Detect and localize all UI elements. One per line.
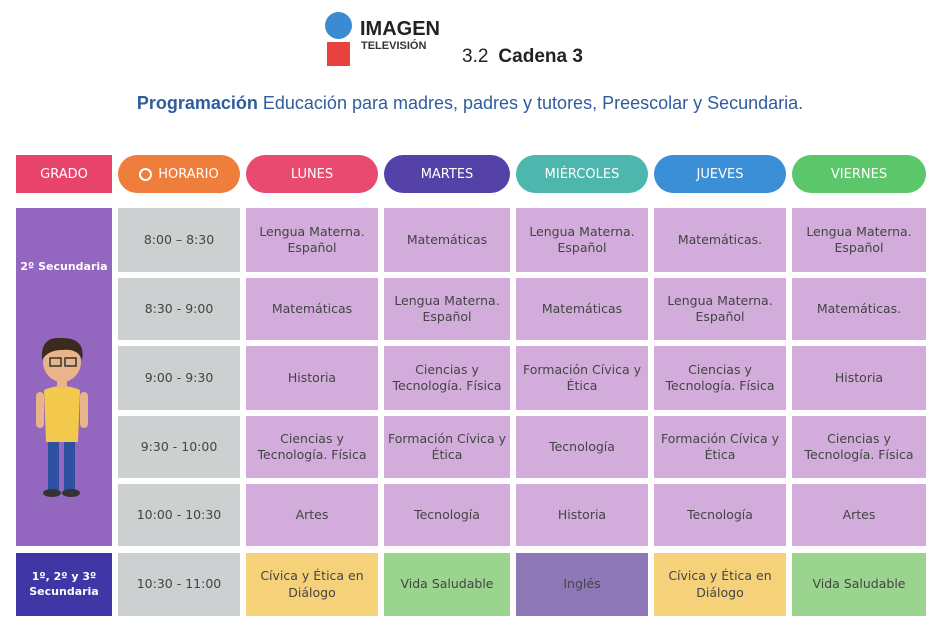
- subject-cell: Matemáticas.: [654, 208, 786, 272]
- subject-cell: Lengua Materna. Español: [792, 208, 926, 272]
- subject-cell: Ciencias y Tecnología. Física: [654, 346, 786, 410]
- subject-cell: Matemáticas.: [792, 278, 926, 340]
- subject-cell: Ciencias y Tecnología. Física: [246, 416, 378, 478]
- subject-cell: Formación Cívica y Ética: [654, 416, 786, 478]
- logo-square: [327, 42, 350, 66]
- header-label: MIÉRCOLES: [544, 166, 620, 182]
- subject-cell: Inglés: [516, 553, 648, 616]
- header-martes: MARTES: [384, 155, 510, 193]
- subject-cell: Artes: [246, 484, 378, 546]
- subject-cell: Formación Cívica y Ética: [516, 346, 648, 410]
- subject-cell: Artes: [792, 484, 926, 546]
- subject-cell: Lengua Materna. Español: [516, 208, 648, 272]
- subject-cell: Lengua Materna. Español: [384, 278, 510, 340]
- channel-name: Cadena 3: [498, 46, 583, 67]
- subtitle-bold: Programación: [136, 93, 258, 113]
- subtitle: Programación Educación para madres, padr…: [0, 93, 940, 114]
- subject-cell: Vida Saludable: [384, 553, 510, 616]
- clock-icon: [139, 167, 153, 181]
- header-label: VIERNES: [830, 166, 888, 182]
- grade-1-2-3-secundaria: 1º, 2º y 3º Secundaria: [16, 553, 112, 616]
- header-label: JUEVES: [696, 166, 744, 182]
- time-cell: 9:30 - 10:00: [118, 416, 240, 478]
- channel-number: 3.2: [462, 46, 489, 67]
- logo-sub: TELEVISIÓN: [361, 40, 427, 52]
- subject-cell: Cívica y Ética en Diálogo: [654, 553, 786, 616]
- logo-brand: IMAGEN: [360, 18, 440, 40]
- time-cell: 8:30 - 9:00: [118, 278, 240, 340]
- subject-cell: Ciencias y Tecnología. Física: [384, 346, 510, 410]
- subject-cell: Tecnología: [384, 484, 510, 546]
- subject-cell: Historia: [516, 484, 648, 546]
- subject-cell: Formación Cívica y Ética: [384, 416, 510, 478]
- time-cell: 9:00 - 9:30: [118, 346, 240, 410]
- subject-cell: Matemáticas: [384, 208, 510, 272]
- subject-cell: Matemáticas: [516, 278, 648, 340]
- subject-cell: Tecnología: [654, 484, 786, 546]
- header-label: LUNES: [290, 166, 334, 182]
- subject-cell: Vida Saludable: [792, 553, 926, 616]
- header-label: GRADO: [40, 166, 88, 182]
- subject-cell: Historia: [792, 346, 926, 410]
- subject-cell: Lengua Materna. Español: [654, 278, 786, 340]
- time-cell: 10:30 - 11:00: [118, 553, 240, 616]
- subject-cell: Historia: [246, 346, 378, 410]
- subtitle-text: Educación para madres, padres y tutores,…: [262, 93, 804, 113]
- header-label: HORARIO: [158, 166, 219, 182]
- subject-cell: Matemáticas: [246, 278, 378, 340]
- header-miércoles: MIÉRCOLES: [516, 155, 648, 193]
- header-viernes: VIERNES: [792, 155, 926, 193]
- student-illustration: [36, 337, 88, 497]
- time-cell: 10:00 - 10:30: [118, 484, 240, 546]
- subject-cell: Ciencias y Tecnología. Física: [792, 416, 926, 478]
- header-lunes: LUNES: [246, 155, 378, 193]
- header-grado: GRADO: [16, 155, 112, 193]
- subject-cell: Tecnología: [516, 416, 648, 478]
- header-horario: HORARIO: [118, 155, 240, 193]
- subject-cell: Lengua Materna. Español: [246, 208, 378, 272]
- time-cell: 8:00 – 8:30: [118, 208, 240, 272]
- logo-circle: [325, 12, 352, 39]
- header-jueves: JUEVES: [654, 155, 786, 193]
- header-label: MARTES: [420, 166, 474, 182]
- channel: 3.2 Cadena 3: [462, 46, 583, 68]
- subject-cell: Cívica y Ética en Diálogo: [246, 553, 378, 616]
